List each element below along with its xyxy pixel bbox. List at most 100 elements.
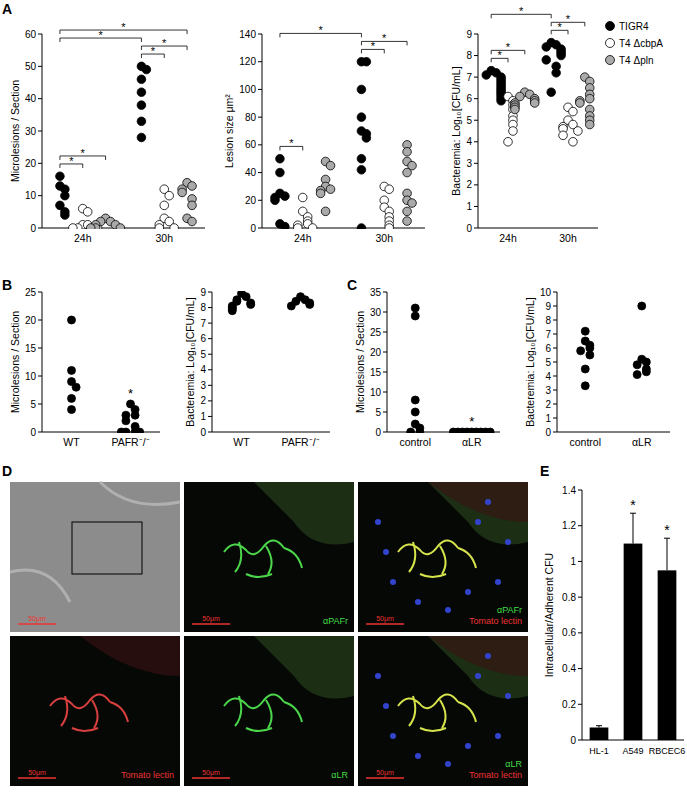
- y-tick-label: 100: [239, 84, 256, 95]
- y-tick: [474, 120, 478, 121]
- nucleus: [375, 673, 381, 679]
- y-tick: [474, 163, 478, 164]
- y-axis: [42, 292, 43, 432]
- data-point: [633, 371, 641, 379]
- data-point: [160, 201, 169, 210]
- data-point: [581, 365, 589, 373]
- data-point: [411, 312, 419, 320]
- panel-label: A: [2, 1, 12, 17]
- y-tick: [383, 352, 387, 353]
- y-tick-label: 5: [30, 399, 36, 410]
- data-point: [247, 300, 255, 308]
- data-point: [509, 127, 518, 136]
- stain-label: αLR: [331, 770, 348, 780]
- data-point: [403, 168, 412, 177]
- data-point: [316, 189, 325, 198]
- data-point: [142, 65, 151, 74]
- y-tick-label: 1.4: [562, 485, 576, 496]
- data-point: [136, 428, 144, 433]
- y-tick: [38, 292, 42, 293]
- nucleus: [445, 607, 451, 613]
- y-tick-label: 0: [375, 427, 381, 438]
- y-tick: [474, 98, 478, 99]
- chart: 0510152025Microlesions / SectionWTPAFR⁻/…: [9, 287, 160, 449]
- y-tick: [38, 34, 42, 35]
- data-point: [137, 88, 146, 97]
- nucleus: [465, 589, 471, 595]
- y-tick: [208, 292, 212, 293]
- tissue: [428, 482, 528, 545]
- y-tick: [474, 77, 478, 78]
- chart: 020406080100120140Lesion size μm²24h30h*…: [223, 24, 425, 244]
- data-point: [276, 154, 285, 163]
- significance-star: *: [630, 497, 636, 513]
- data-point: [155, 224, 164, 229]
- legend-marker: [606, 22, 615, 31]
- data-point: [586, 351, 594, 359]
- data-point: [188, 182, 197, 191]
- x-tick-label: 24h: [499, 232, 517, 244]
- y-axis-title: Intracellular/Adherent CFU: [543, 553, 555, 677]
- scale-bar-label: 50μm: [202, 769, 220, 777]
- data-point: [357, 224, 366, 229]
- nucleus: [375, 519, 381, 525]
- nucleus: [505, 693, 511, 699]
- micrograph-background: [358, 482, 528, 632]
- micrograph-tile: αLR 50μm: [184, 636, 354, 786]
- data-point: [131, 411, 139, 419]
- y-tick-label: 0: [466, 223, 472, 234]
- x-tick-label: PAFR⁻/⁻: [281, 436, 319, 448]
- data-point: [569, 107, 578, 116]
- data-point: [178, 188, 187, 197]
- data-point: [552, 69, 561, 78]
- y-tick: [38, 195, 42, 196]
- y-tick-label: 120: [239, 56, 256, 67]
- data-point: [411, 304, 419, 312]
- y-tick: [578, 632, 582, 633]
- x-tick-label: WT: [63, 436, 80, 448]
- y-tick-label: 3: [466, 158, 472, 169]
- data-point: [357, 154, 366, 163]
- y-tick-label: 8: [200, 302, 206, 313]
- data-point: [482, 71, 491, 80]
- stain-label: Tomato lectin: [469, 770, 522, 780]
- data-point: [68, 316, 76, 324]
- data-point: [403, 217, 412, 226]
- y-axis-title: Microlesions / Section: [9, 311, 21, 413]
- x-tick-label: 30h: [375, 232, 393, 244]
- data-point: [638, 302, 646, 310]
- data-point: [61, 211, 70, 220]
- y-tick: [208, 416, 212, 417]
- y-axis-title: Bacteremia: Log₁₀[CFU/mL]: [524, 297, 536, 426]
- y-tick: [258, 200, 262, 201]
- marks: [56, 62, 197, 229]
- scale-bar-label: 50μm: [28, 769, 46, 777]
- y-tick: [474, 34, 478, 35]
- y-tick: [578, 490, 582, 491]
- vessel-stain: [50, 694, 128, 731]
- stain-label: αPAFr: [497, 605, 522, 615]
- nucleus: [390, 733, 396, 739]
- data-point: [408, 199, 417, 208]
- data-point: [511, 105, 520, 114]
- y-tick-label: 5: [545, 357, 551, 368]
- significance-star: *: [566, 13, 571, 25]
- y-tick: [383, 312, 387, 313]
- y-tick: [553, 390, 557, 391]
- panel-label: E: [540, 463, 549, 479]
- y-axis-title: Microlesions / Section: [354, 311, 366, 413]
- data-point: [137, 133, 146, 142]
- nucleus: [415, 753, 421, 759]
- y-tick: [38, 404, 42, 405]
- chart: 0102030405060Microlesions / Section24h30…: [9, 21, 205, 244]
- y-tick-label: 0.2: [562, 699, 576, 710]
- significance-star: *: [162, 37, 167, 49]
- data-point: [306, 300, 314, 308]
- y-tick-label: 0.8: [562, 592, 576, 603]
- data-point: [642, 368, 650, 376]
- nucleus: [495, 733, 501, 739]
- data-point: [362, 134, 371, 143]
- data-point: [357, 166, 366, 175]
- data-point: [577, 347, 585, 355]
- y-tick-label: 4: [466, 136, 472, 147]
